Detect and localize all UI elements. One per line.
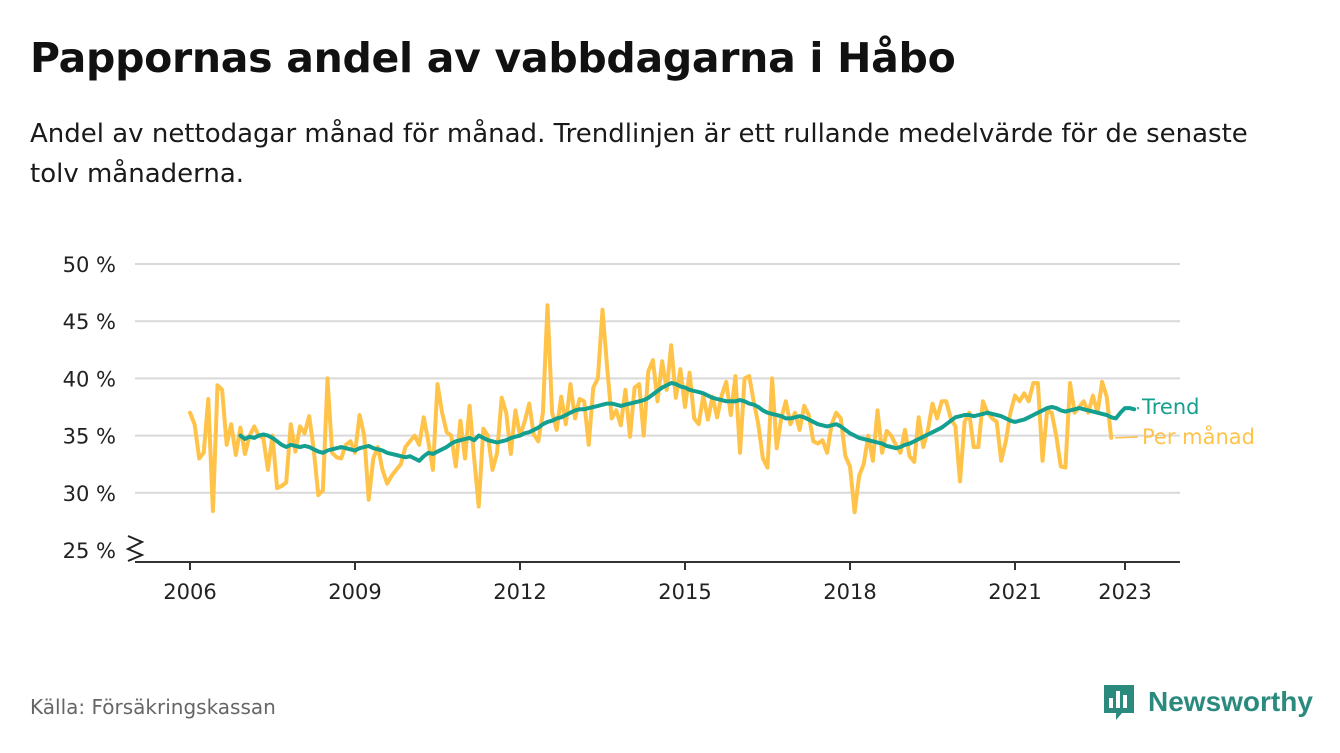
- y-tick-label: 35 %: [63, 425, 116, 449]
- source-note: Källa: Försäkringskassan: [30, 695, 276, 719]
- monthly-label-leader: [1115, 436, 1139, 439]
- chart-title: Pappornas andel av vabbdagarna i Håbo: [30, 34, 956, 82]
- y-tick-label: 40 %: [63, 367, 116, 391]
- x-tick-label: 2018: [823, 580, 876, 604]
- y-tick-label: 45 %: [63, 310, 116, 334]
- y-tick-label: 50 %: [63, 253, 116, 277]
- series-lines: [188, 303, 1137, 515]
- x-tick-label: 2021: [988, 580, 1041, 604]
- chart-subtitle: Andel av nettodagar månad för månad. Tre…: [30, 119, 1248, 189]
- x-tick-label: 2006: [163, 580, 216, 604]
- x-tick-label: 2009: [328, 580, 381, 604]
- y-axis-ticks: 25 % 30 % 35 % 40 % 45 % 50 %: [63, 253, 145, 563]
- x-axis-ticks: 2006 2009 2012 2015 2018 2021 2023: [163, 580, 1151, 604]
- x-tick-label: 2012: [493, 580, 546, 604]
- x-tick-label: 2015: [658, 580, 711, 604]
- axis-break-icon: [125, 535, 145, 562]
- monthly-label: Per månad: [1142, 424, 1255, 449]
- gridlines: [135, 263, 1180, 494]
- trend-line: [238, 381, 1137, 463]
- monthly-line: [188, 303, 1114, 515]
- x-tick-label: 2023: [1098, 580, 1151, 604]
- x-axis: [135, 561, 1180, 570]
- brand-name: Newsworthy: [1148, 686, 1313, 717]
- trend-label: Trend: [1141, 395, 1199, 419]
- newsworthy-logo-icon: [1104, 685, 1134, 720]
- y-tick-label: 25 %: [63, 539, 116, 563]
- y-tick-label: 30 %: [63, 482, 116, 506]
- legend: Per månad Trend: [1115, 395, 1255, 449]
- brand-logo[interactable]: Newsworthy: [1102, 682, 1313, 722]
